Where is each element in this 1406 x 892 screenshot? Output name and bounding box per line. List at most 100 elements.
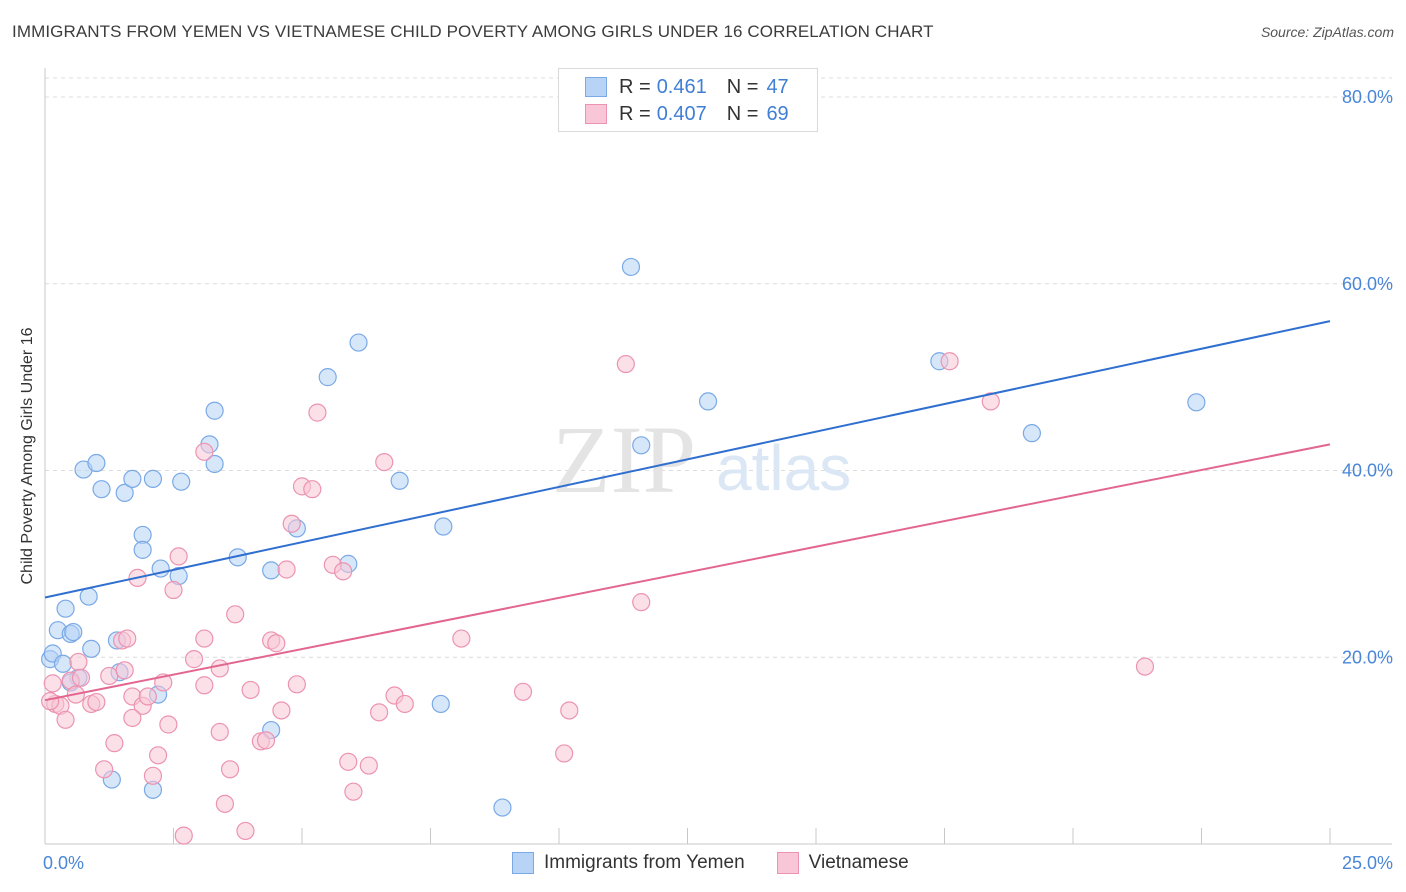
vietnamese-point: [118, 629, 137, 648]
legend-item-yemen[interactable]: Immigrants from Yemen: [512, 852, 745, 874]
legend-n-label: N =: [726, 75, 759, 98]
vietnamese-point: [359, 756, 378, 775]
tick-labels: 20.0% 40.0% 60.0% 80.0% 0.0% 25.0%: [43, 87, 1393, 873]
yemen-point: [172, 472, 191, 491]
y-axis-label: Child Poverty Among Girls Under 16: [19, 327, 36, 585]
vietnamese-point: [148, 746, 168, 765]
yemen-point: [431, 694, 450, 714]
vietnamese-point: [616, 354, 635, 374]
vietnamese-point: [210, 659, 229, 678]
yemen-point: [53, 654, 73, 673]
vietnamese-point: [169, 547, 188, 566]
grid-lines: [45, 77, 1392, 658]
legend-row-yemen: R = 0.461 N = 47: [585, 75, 789, 99]
yemen-point: [698, 392, 718, 411]
vietnamese-trend-line: [44, 443, 1331, 702]
series-vietnamese-points: [41, 352, 1155, 845]
legend-row-vietnamese: R = 0.407 N = 69: [585, 102, 789, 126]
yemen-point: [115, 483, 134, 503]
vietnamese-point: [375, 452, 394, 472]
vietnamese-point: [174, 826, 193, 845]
vietnamese-point: [220, 760, 240, 779]
vietnamese-point: [159, 715, 178, 734]
vietnamese-point: [308, 403, 327, 422]
vietnamese-point: [303, 480, 322, 499]
legend-swatch-vietnamese: [776, 852, 799, 874]
yemen-point: [1022, 424, 1041, 443]
vietnamese-point: [452, 629, 471, 648]
vietnamese-point: [236, 821, 255, 841]
vietnamese-point: [195, 676, 214, 695]
vietnamese-point: [184, 650, 204, 669]
vietnamese-point: [632, 593, 651, 612]
vietnamese-point: [87, 692, 106, 712]
x-tick-label: 0.0%: [43, 853, 84, 873]
vietnamese-point: [41, 692, 60, 711]
correlation-legend: R = 0.461 N = 47 R = 0.407 N = 69: [558, 68, 818, 132]
yemen-point: [92, 480, 111, 499]
yemen-point: [1187, 393, 1206, 412]
vietnamese-point: [71, 668, 91, 687]
vietnamese-point: [43, 674, 62, 693]
vietnamese-point: [105, 734, 124, 753]
yemen-point: [87, 453, 106, 473]
vietnamese-point: [267, 634, 286, 653]
vietnamese-point: [277, 560, 296, 579]
vietnamese-point: [370, 703, 389, 722]
vietnamese-point: [100, 666, 119, 686]
legend-swatch-vietnamese: [585, 104, 607, 124]
vietnamese-point: [555, 744, 574, 763]
axes: [44, 68, 1392, 845]
vietnamese-point: [69, 652, 88, 672]
vietnamese-point: [1135, 657, 1155, 676]
vietnamese-point: [981, 392, 1000, 411]
vietnamese-point: [195, 629, 214, 648]
legend-item-vietnamese[interactable]: Vietnamese: [776, 852, 909, 874]
y-tick-label: 20.0%: [1342, 647, 1393, 667]
vietnamese-point: [940, 352, 959, 371]
legend-n-value: 47: [766, 75, 789, 98]
vietnamese-point: [56, 710, 75, 729]
vietnamese-point: [138, 687, 157, 706]
yemen-point: [56, 599, 75, 618]
vietnamese-point: [143, 766, 163, 785]
series-legend: Immigrants from Yemen Vietnamese: [512, 852, 941, 874]
y-tick-label: 40.0%: [1342, 461, 1393, 481]
yemen-point: [262, 561, 281, 580]
legend-swatch-yemen: [585, 77, 607, 97]
yemen-point: [64, 622, 83, 642]
yemen-point: [349, 333, 368, 352]
watermark-atlas: atlas: [716, 432, 851, 504]
legend-r-label: R =: [619, 75, 651, 98]
legend-label-vietnamese: Vietnamese: [808, 852, 909, 873]
yemen-point: [82, 639, 101, 658]
vietnamese-point: [287, 675, 306, 694]
yemen-point: [493, 798, 512, 817]
vietnamese-point: [226, 605, 245, 624]
yemen-point: [79, 587, 98, 606]
vietnamese-point: [123, 708, 142, 728]
vietnamese-point: [195, 442, 214, 461]
legend-r-value: 0.407: [656, 102, 707, 125]
yemen-trend-line: [44, 320, 1331, 599]
yemen-point: [205, 454, 224, 474]
yemen-point: [143, 469, 163, 489]
vietnamese-point: [115, 661, 134, 680]
vietnamese-point: [256, 731, 276, 750]
vietnamese-point: [210, 722, 229, 742]
legend-label-yemen: Immigrants from Yemen: [544, 852, 745, 873]
vietnamese-point: [339, 752, 358, 771]
vietnamese-point: [272, 701, 291, 720]
vietnamese-point: [334, 562, 353, 581]
yemen-point: [632, 436, 651, 455]
watermark-zip: ZIP: [552, 406, 696, 513]
legend-n-label: N =: [726, 102, 759, 125]
trend-lines: [44, 320, 1331, 702]
vietnamese-point: [513, 682, 533, 701]
legend-r-value: 0.461: [656, 75, 707, 98]
x-tick-label: 25.0%: [1342, 853, 1393, 873]
yemen-point: [123, 469, 142, 489]
vietnamese-point: [560, 701, 579, 720]
legend-n-value: 69: [766, 102, 789, 125]
vietnamese-point: [241, 680, 260, 700]
